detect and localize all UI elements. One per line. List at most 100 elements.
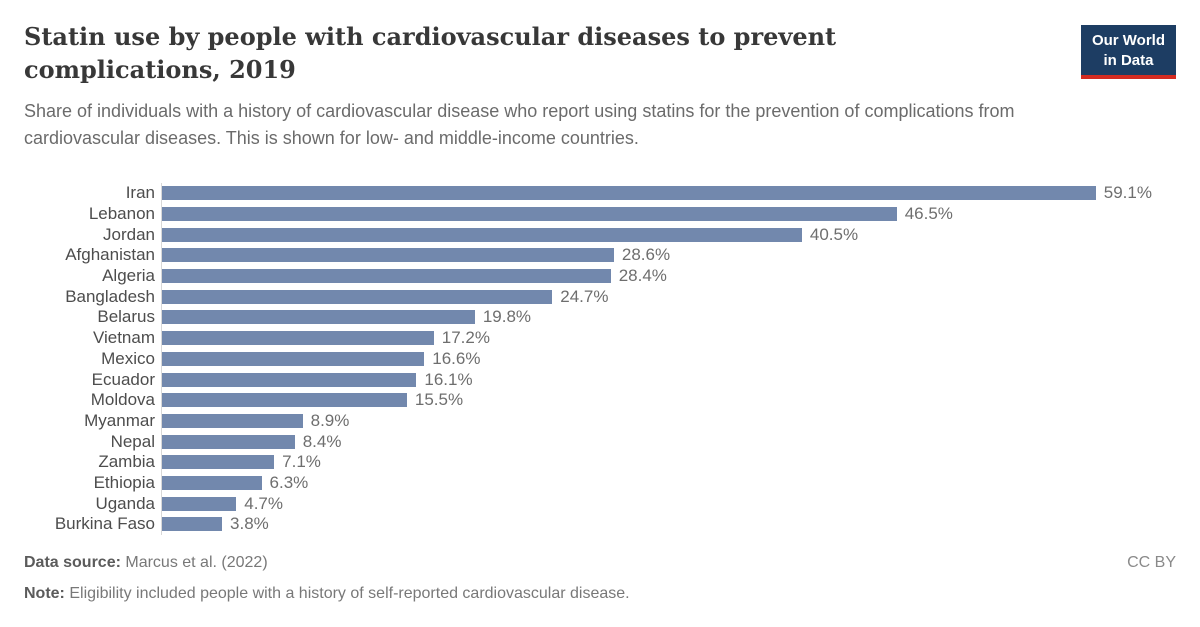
chart-row: Zambia 7.1% [24,451,1176,473]
country-label: Lebanon [88,204,155,224]
bar [162,310,475,325]
bar [162,269,611,284]
bar [162,351,425,366]
value-label: 59.1% [1103,183,1152,203]
bar-track: 17.2% [161,327,1176,349]
bar-track: 8.9% [161,410,1176,432]
country-label: Iran [125,183,155,203]
bar [162,289,553,304]
chart-row: Bangladesh 24.7% [24,286,1176,308]
country-label: Afghanistan [65,245,155,265]
data-source-label: Data source: [24,554,121,571]
chart-header: Statin use by people with cardiovascular… [24,20,1176,152]
value-label: 40.5% [809,224,859,244]
value-label: 7.1% [282,452,321,472]
bar-track: 28.6% [161,245,1176,266]
bar [162,372,417,387]
chart-row: Ethiopia 6.3% [24,472,1176,494]
bar-track: 8.4% [161,431,1176,452]
country-label: Bangladesh [65,286,155,306]
chart-title: Statin use by people with cardiovascular… [24,22,837,84]
note-value: Eligibility included people with a histo… [64,585,630,602]
chart-rows: Iran 59.1% Lebanon 46.5% Jordan 40.5% Afghanis… [24,183,1176,535]
bar-track: 59.1% [161,183,1176,204]
country-label: Belarus [97,307,155,327]
value-label: 17.2% [441,328,490,348]
chart-footer: CC BY Data source: Marcus et al. (2022) … [24,547,1176,609]
bar-track: 28.4% [161,265,1176,287]
bar [162,393,407,408]
value-label: 16.1% [424,369,473,389]
bar [162,207,897,222]
chart-row: Algeria 28.4% [24,265,1176,287]
country-label: Uganda [95,493,155,513]
country-label: Myanmar [84,410,155,430]
country-label: Mexico [101,348,155,368]
value-label: 3.8% [230,514,269,534]
value-label: 46.5% [904,204,953,224]
chart-row: Mexico 16.6% [24,348,1176,370]
bar-track: 40.5% [161,224,1176,246]
owid-logo-line2: in Data [1103,52,1154,69]
bar-track: 6.3% [161,472,1176,494]
chart-row: Nepal 8.4% [24,431,1176,452]
value-label: 19.8% [482,307,532,327]
bar-track: 7.1% [161,451,1176,473]
chart-row: Vietnam 17.2% [24,327,1176,349]
owid-logo-line1: Our World [1091,32,1165,49]
chart-row: Iran 59.1% [24,183,1176,204]
bar [162,248,614,263]
country-label: Zambia [98,452,155,472]
bar-track: 15.5% [161,389,1176,411]
chart-row: Lebanon 46.5% [24,203,1176,225]
chart-row: Myanmar 8.9% [24,410,1176,432]
country-label: Moldova [90,390,155,410]
bar [162,186,1096,201]
bar [162,455,275,470]
bar [162,413,303,428]
value-label: 24.7% [560,286,609,306]
value-label: 28.4% [618,266,667,286]
bar [162,496,237,511]
data-source-value: Marcus et al. (2022) [120,554,268,571]
owid-logo[interactable]: Our World in Data [1080,25,1176,79]
country-label: Nepal [110,431,155,451]
value-label: 8.9% [310,410,350,430]
chart-row: Ecuador 16.1% [24,369,1176,390]
bar [162,331,434,346]
value-label: 15.5% [414,390,464,410]
bar-track: 46.5% [161,203,1176,225]
value-label: 4.7% [244,493,283,513]
value-label: 8.4% [302,431,342,451]
country-label: Burkina Faso [54,514,155,534]
chart-row: Afghanistan 28.6% [24,245,1176,266]
chart-row: Jordan 40.5% [24,224,1176,246]
bar-chart: Iran 59.1% Lebanon 46.5% Jordan 40.5% Afghanis… [24,183,1176,535]
bar-track: 16.6% [161,348,1176,370]
chart-row: Moldova 15.5% [24,389,1176,411]
value-label: 16.6% [432,348,481,368]
country-label: Ethiopia [93,472,155,492]
bar-track: 24.7% [161,286,1176,308]
ccby-link[interactable]: CC BY [1127,554,1176,571]
chart-subtitle: Share of individuals with a history of c… [24,101,1015,148]
note-label: Note: [24,585,65,602]
bar [162,434,295,449]
country-label: Algeria [102,266,155,286]
footer-note-line: Note: Eligibility included people with a… [24,578,1176,609]
bar [162,517,223,532]
country-label: Vietnam [92,328,155,348]
footer-source-line: CC BY Data source: Marcus et al. (2022) [24,547,1176,578]
value-label: 6.3% [269,472,309,492]
chart-row: Belarus 19.8% [24,307,1176,328]
country-label: Ecuador [91,369,155,389]
chart-row: Uganda 4.7% [24,493,1176,514]
country-label: Jordan [103,224,155,244]
chart-row: Burkina Faso 3.8% [24,514,1176,535]
bar [162,475,262,490]
bar-track: 16.1% [161,369,1176,390]
bar [162,227,802,242]
bar-track: 4.7% [161,493,1176,514]
bar-track: 3.8% [161,514,1176,535]
